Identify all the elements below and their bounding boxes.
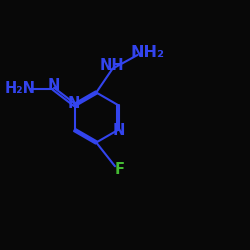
Text: H₂N: H₂N <box>4 81 36 96</box>
Text: N: N <box>47 78 60 93</box>
Text: N: N <box>113 123 125 138</box>
Text: NH₂: NH₂ <box>130 45 164 60</box>
Text: F: F <box>115 162 125 177</box>
Text: NH: NH <box>100 58 124 73</box>
Text: N: N <box>67 96 80 111</box>
